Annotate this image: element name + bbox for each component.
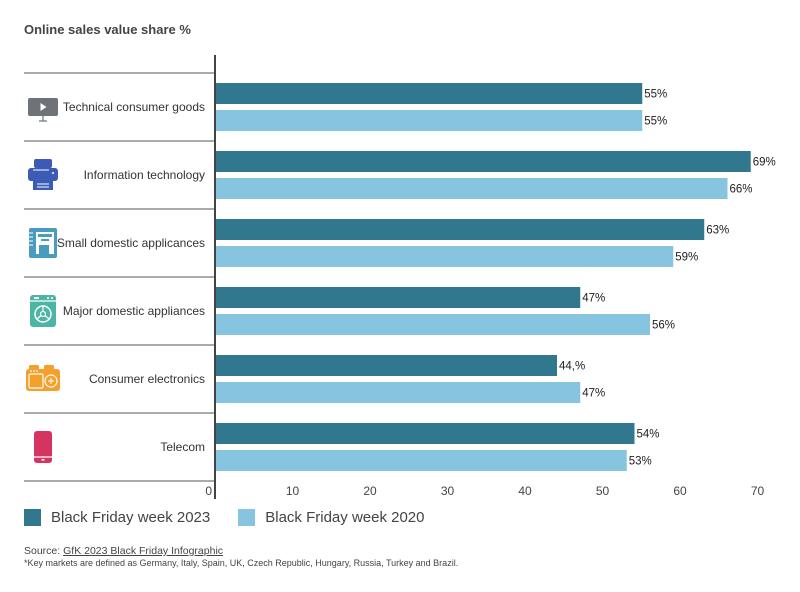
- value-label: 56%: [652, 320, 675, 332]
- coffee-machine-icon: [29, 228, 57, 258]
- value-label: 44,%: [559, 361, 585, 373]
- value-label: 66%: [730, 184, 753, 196]
- category-label: Technical consumer goods: [63, 100, 205, 114]
- bar-chart: Technical consumer goods 55% 55% Informatio…: [24, 55, 776, 499]
- category-label: Telecom: [160, 440, 205, 454]
- source-link[interactable]: GfK 2023 Black Friday Infographic: [63, 545, 224, 557]
- x-tick-label: 70: [751, 484, 765, 498]
- printer-icon: [28, 159, 58, 190]
- bar-2023: [216, 151, 751, 172]
- value-label: 69%: [753, 157, 776, 169]
- category-label: Small domestic applicances: [57, 236, 205, 250]
- legend-label-2020: Black Friday week 2020: [265, 509, 425, 526]
- x-tick-label: 10: [286, 484, 300, 498]
- monitor-icon: [28, 98, 58, 122]
- x-tick-label: 30: [441, 484, 455, 498]
- source-line: Source: GfK 2023 Black Friday Infographi…: [24, 545, 223, 557]
- bar-2023: [216, 423, 635, 444]
- footnote: *Key markets are defined as Germany, Ita…: [24, 558, 459, 568]
- value-label: 54%: [637, 429, 660, 441]
- chart-title: Online sales value share %: [24, 22, 191, 37]
- bar-2020: [216, 314, 650, 335]
- category-label: Major domestic appliances: [63, 304, 205, 318]
- category-label: Information technology: [84, 168, 205, 182]
- bar-2020: [216, 178, 728, 199]
- x-tick-label: 60: [673, 484, 687, 498]
- legend-item-2023: Black Friday week 2023: [24, 509, 210, 526]
- washing-machine-icon: [30, 295, 56, 327]
- legend-item-2020: Black Friday week 2020: [238, 509, 425, 526]
- value-label: 55%: [644, 89, 667, 101]
- x-tick-label: 20: [363, 484, 377, 498]
- camera-icon: [26, 365, 60, 391]
- bar-2020: [216, 382, 581, 403]
- bar-2023: [216, 287, 581, 308]
- value-label: 55%: [644, 116, 667, 128]
- value-label: 47%: [582, 293, 605, 305]
- legend: Black Friday week 2023 Black Friday week…: [24, 509, 453, 526]
- legend-swatch-2020: [238, 509, 256, 526]
- bar-2023: [216, 83, 643, 104]
- bar-2023: [216, 219, 705, 240]
- smartphone-icon: [34, 431, 52, 463]
- value-label: 63%: [706, 225, 729, 237]
- bar-2020: [216, 246, 674, 267]
- bar-2020: [216, 110, 643, 131]
- x-tick-label: 40: [518, 484, 532, 498]
- x-tick-label: 0: [205, 484, 212, 498]
- bar-2023: [216, 355, 557, 376]
- value-label: 53%: [629, 456, 652, 468]
- value-label: 47%: [582, 388, 605, 400]
- legend-label-2023: Black Friday week 2023: [51, 509, 211, 526]
- legend-swatch-2023: [24, 509, 41, 526]
- source-prefix: Source:: [24, 545, 64, 557]
- bar-2020: [216, 450, 627, 471]
- value-label: 59%: [675, 252, 698, 264]
- x-tick-label: 50: [596, 484, 610, 498]
- category-label: Consumer electronics: [89, 372, 205, 386]
